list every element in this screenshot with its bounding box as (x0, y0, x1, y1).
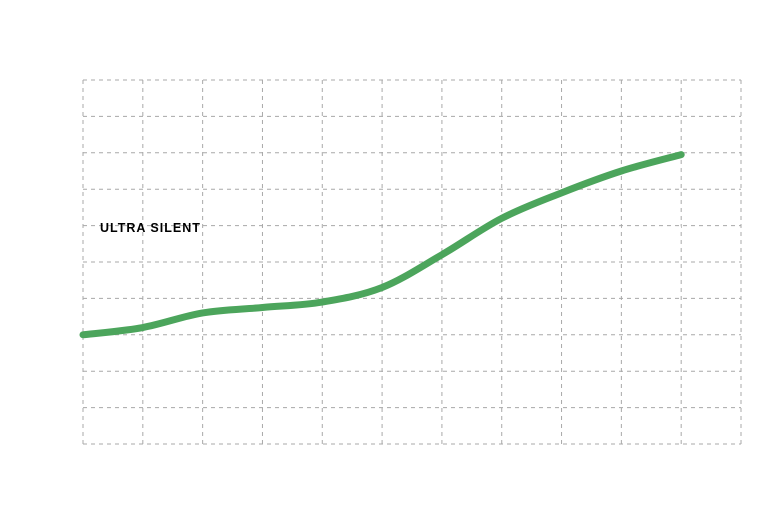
series-group (79, 151, 685, 339)
annotation-group: ULTRA SILENT (85, 221, 681, 235)
annotation-label: ULTRA SILENT (100, 221, 201, 235)
grid (82, 79, 742, 445)
series-line-0 (79, 151, 685, 339)
